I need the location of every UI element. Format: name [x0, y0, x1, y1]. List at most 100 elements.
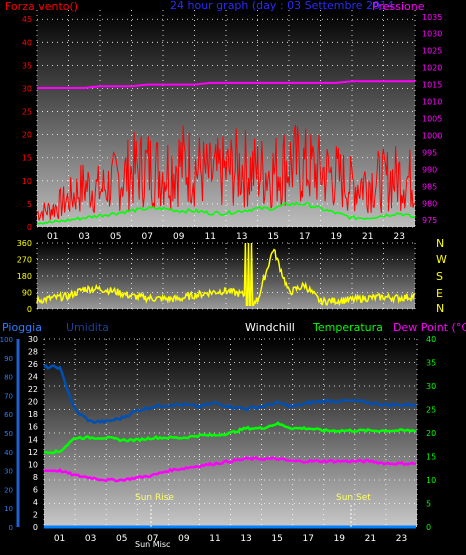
rain-tick-label: 20: [4, 486, 13, 494]
hour-label: 11: [209, 534, 220, 544]
graph-title: 24 hour graph (day : 03 Settembre 2014: [170, 0, 394, 12]
dir-label-s: S: [436, 270, 443, 283]
pressure-line: [37, 80, 415, 89]
pressure-tick-label: 1015: [422, 81, 442, 90]
wind-tick-label: 15: [22, 154, 32, 163]
panel1-right-axis: 975 980 985 990 995 1000 1005 1010 1015 1020 1025 1…: [422, 13, 442, 225]
pressure-tick-label: 1025: [422, 47, 442, 56]
dir-label-e: E: [436, 287, 443, 300]
panel1-left-axis: 0 5 10 15 20 25 30 35 40 45: [22, 15, 32, 232]
pressure-tick-label: 1010: [422, 98, 442, 107]
hour-label: 05: [116, 534, 127, 544]
humidity-tick-label: 2: [33, 510, 38, 519]
wind-direction-line: [36, 242, 416, 307]
humidity-tick-label: 20: [28, 398, 38, 407]
wind-tick-label: 5: [27, 200, 32, 209]
wind-tick-label: 35: [22, 61, 32, 70]
humidity-tick-label: 26: [28, 360, 38, 369]
sunrise-label: Sun Rise: [135, 493, 174, 503]
panel3-temp-axis: 0 5 10 15 20 25 30 35 40: [426, 335, 436, 532]
humidity-label: Umidita: [66, 321, 109, 334]
hour-label: 19: [334, 534, 346, 544]
direction-tick-label: 90: [22, 289, 32, 298]
hour-label: 03: [85, 534, 96, 544]
pressure-tick-label: 1000: [422, 131, 442, 140]
panel1-grid: [36, 10, 416, 228]
hour-label: 09: [178, 534, 190, 544]
hour-label: 19: [331, 232, 343, 242]
temperature-tick-label: 30: [426, 382, 436, 391]
humidity-line: [43, 364, 417, 425]
hour-label: 21: [362, 232, 373, 242]
wind-tick-label: 25: [22, 108, 32, 117]
temperature-tick-label: 20: [426, 429, 436, 438]
humidity-tick-label: 0: [33, 523, 38, 532]
dir-label-w: W: [436, 253, 447, 266]
temperature-tick-label: 10: [426, 476, 436, 485]
hour-label: 01: [47, 232, 58, 242]
hour-label: 13: [236, 232, 247, 242]
pressure-label: Pressione: [372, 0, 425, 13]
temperature-tick-label: 25: [426, 406, 436, 415]
humidity-tick-label: 30: [28, 335, 38, 344]
hour-label: 17: [299, 232, 310, 242]
direction-tick-label: 360: [17, 239, 32, 248]
wind-gust-line: [36, 124, 416, 221]
rain-tick-label: 60: [4, 411, 13, 419]
rain-tick-label: 50: [4, 430, 13, 438]
temperature-label: Temperatura: [312, 321, 383, 334]
humidity-tick-label: 12: [28, 448, 38, 457]
humidity-tick-label: 4: [33, 498, 38, 507]
wind-tick-label: 40: [22, 38, 32, 47]
hour-label: 23: [394, 232, 405, 242]
panel3-rain-axis: 0 10 20 30 40 50 60 70 80 90 100: [0, 336, 13, 532]
dir-label-n2: N: [436, 302, 444, 315]
hour-label: 21: [365, 534, 376, 544]
pressure-tick-label: 1030: [422, 30, 442, 39]
pressure-tick-label: 1020: [422, 64, 442, 73]
rain-tick-label: 40: [4, 449, 13, 457]
sunset-label: Sun Set: [336, 493, 371, 503]
hour-label: 07: [147, 534, 158, 544]
panel2-series: [36, 242, 416, 307]
panel3-hour-labels: 01 03 05 07 09 11 13 15 17 19 21 23: [54, 534, 407, 544]
hour-label: 09: [173, 232, 185, 242]
hour-label: 15: [271, 534, 282, 544]
hour-label: 17: [302, 534, 313, 544]
panel1-series: [36, 80, 416, 225]
rain-tick-label: 0: [9, 524, 13, 532]
humidity-tick-label: 22: [28, 385, 38, 394]
temperature-tick-label: 40: [426, 335, 436, 344]
direction-tick-label: 270: [17, 256, 32, 265]
pressure-tick-label: 1035: [422, 13, 442, 22]
rain-tick-label: 80: [4, 374, 13, 382]
hour-label: 13: [240, 534, 251, 544]
pressure-tick-label: 990: [422, 165, 437, 174]
direction-tick-label: 180: [17, 272, 32, 281]
humidity-tick-label: 24: [28, 373, 38, 382]
wind-tick-label: 20: [22, 131, 32, 140]
windchill-label: Windchill: [245, 321, 295, 334]
temperature-line: [43, 421, 417, 455]
hour-label: 05: [110, 232, 121, 242]
panel3-series: [43, 364, 417, 529]
dir-label-n1: N: [436, 237, 444, 250]
pressure-tick-label: 1005: [422, 115, 442, 124]
rain-tick-label: 10: [4, 505, 13, 513]
direction-tick-label: 0: [27, 305, 32, 314]
pressure-tick-label: 985: [422, 182, 437, 191]
rain-label: Pioggia: [2, 321, 42, 334]
hour-label: 11: [205, 232, 216, 242]
hour-label: 01: [54, 534, 65, 544]
rain-tick-label: 70: [4, 392, 13, 400]
wind-average-line: [36, 201, 416, 225]
temperature-tick-label: 35: [426, 359, 436, 368]
humidity-tick-label: 6: [33, 485, 38, 494]
rain-tick-label: 90: [4, 355, 13, 363]
hour-label: 23: [396, 534, 407, 544]
temperature-tick-label: 15: [426, 453, 436, 462]
sun-misc-label: Sun Misc: [135, 540, 170, 549]
hour-label: 15: [268, 232, 279, 242]
temperature-tick-label: 5: [426, 500, 431, 509]
